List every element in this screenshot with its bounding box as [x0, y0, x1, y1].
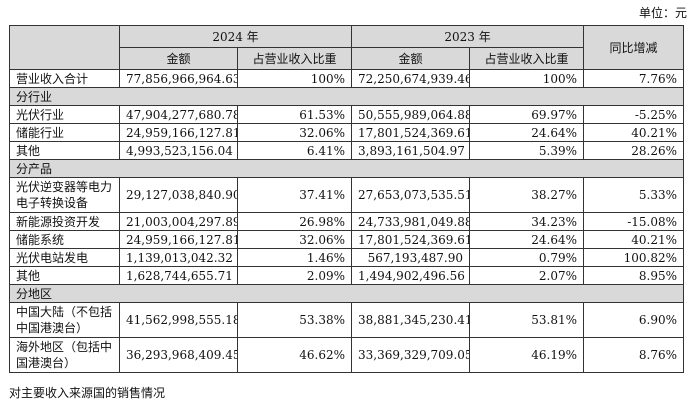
amount-2024: 4,993,523,156.04	[119, 141, 238, 160]
amount-2023: 50,555,989,064.88	[351, 105, 471, 124]
share-2024: 32.06%	[236, 230, 353, 249]
section-title: 分产品	[8, 159, 685, 178]
share-2023: 46.19%	[469, 337, 585, 373]
amount-2024: 47,904,277,680.78	[119, 105, 238, 124]
section-title: 分行业	[8, 87, 685, 106]
row-label: 中国大陆（不包括中国港澳台）	[9, 302, 120, 338]
amount-2024: 29,127,038,840.90	[119, 177, 238, 213]
table-row: 光伏电站发电 1,139,013,042.32 1.46% 567,193,48…	[9, 248, 685, 267]
yoy-change: 28.26%	[583, 141, 685, 160]
section-header-product: 分产品	[8, 159, 685, 178]
header-yoy: 同比增减	[583, 25, 685, 70]
header-share-2024: 占营业收入比重	[236, 47, 353, 70]
share-2023: 2.07%	[469, 266, 585, 285]
table-row: 中国大陆（不包括中国港澳台） 41,562,998,555.18 53.38% …	[9, 302, 685, 338]
header-row-years: 2024 年 2023 年 同比增减	[9, 25, 685, 70]
share-2024: 26.98%	[236, 212, 353, 231]
share-2024: 2.09%	[236, 266, 353, 285]
row-label: 光伏逆变器等电力电子转换设备	[9, 177, 120, 213]
table-row: 储能系统 24,959,166,127.81 32.06% 17,801,524…	[9, 230, 685, 249]
share-2024: 53.38%	[236, 302, 353, 338]
amount-2023: 567,193,487.90	[351, 248, 471, 267]
row-label: 储能行业	[9, 123, 120, 142]
header-year-2024: 2024 年	[118, 25, 353, 48]
row-label: 储能系统	[9, 230, 120, 249]
table-row: 其他 4,993,523,156.04 6.41% 3,893,161,504.…	[9, 141, 685, 160]
amount-2024: 36,293,968,409.45	[119, 337, 238, 373]
amount-2023: 3,893,161,504.97	[351, 141, 471, 160]
table-row: 海外地区（包括中国港澳台） 36,293,968,409.45 46.62% 3…	[9, 337, 685, 373]
share-2023: 24.64%	[469, 123, 585, 142]
table-row: 光伏行业 47,904,277,680.78 61.53% 50,555,989…	[9, 105, 685, 124]
header-share-2023: 占营业收入比重	[469, 47, 585, 70]
share-2023: 5.39%	[469, 141, 585, 160]
amount-2023: 38,881,345,230.41	[351, 302, 471, 338]
footer-caption: 对主要收入来源国的销售情况	[9, 386, 166, 400]
share-2023: 69.97%	[469, 105, 585, 124]
yoy-change: 100.82%	[583, 248, 685, 267]
header-blank-cell	[9, 25, 120, 70]
header-year-2023: 2023 年	[351, 25, 585, 48]
share-2023: 0.79%	[469, 248, 585, 267]
section-header-industry: 分行业	[8, 87, 685, 106]
unit-label: 单位：元	[638, 6, 687, 20]
amount-2023: 17,801,524,369.61	[351, 123, 471, 142]
amount-2023: 1,494,902,496.56	[351, 266, 471, 285]
header-amount-2023: 金额	[351, 47, 471, 70]
row-label: 其他	[9, 266, 120, 285]
share-2024: 37.41%	[236, 177, 353, 213]
table-row: 光伏逆变器等电力电子转换设备 29,127,038,840.90 37.41% …	[9, 177, 685, 213]
yoy-change: -5.25%	[583, 105, 685, 124]
table-row: 储能行业 24,959,166,127.81 32.06% 17,801,524…	[9, 123, 685, 142]
amount-2024: 41,562,998,555.18	[119, 302, 238, 338]
share-2024: 61.53%	[236, 105, 353, 124]
table-row: 新能源投资开发 21,003,004,297.89 26.98% 24,733,…	[9, 212, 685, 231]
share-2024: 1.46%	[236, 248, 353, 267]
section-header-region: 分地区	[8, 284, 685, 303]
amount-2023: 33,369,329,709.05	[351, 337, 471, 373]
table-row: 其他 1,628,744,655.71 2.09% 1,494,902,496.…	[9, 266, 685, 285]
yoy-change: 40.21%	[583, 230, 685, 249]
share-2024: 32.06%	[236, 123, 353, 142]
share-2023: 38.27%	[469, 177, 585, 213]
yoy-change: 40.21%	[583, 123, 685, 142]
amount-2023: 27,653,073,535.51	[351, 177, 471, 213]
yoy-change: 8.95%	[583, 266, 685, 285]
row-label: 光伏电站发电	[9, 248, 120, 267]
amount-2023: 24,733,981,049.88	[351, 212, 471, 231]
amount-2024: 24,959,166,127.81	[119, 230, 238, 249]
row-label: 其他	[9, 141, 120, 160]
row-label: 营业收入合计	[9, 69, 120, 88]
share-2023: 100%	[469, 69, 585, 88]
revenue-table: 2024 年 2023 年 同比增减 金额 占营业收入比重 金额 占营业收入比重…	[8, 25, 685, 373]
row-label: 光伏行业	[9, 105, 120, 124]
share-2023: 34.23%	[469, 212, 585, 231]
header-row-columns: 金额 占营业收入比重 金额 占营业收入比重	[10, 47, 684, 70]
yoy-change: -15.08%	[583, 212, 685, 231]
share-2024: 6.41%	[236, 141, 353, 160]
amount-2024: 21,003,004,297.89	[119, 212, 238, 231]
yoy-change: 8.76%	[583, 337, 685, 373]
row-label: 海外地区（包括中国港澳台）	[9, 337, 120, 373]
yoy-change: 5.33%	[583, 177, 685, 213]
section-title: 分地区	[8, 284, 685, 303]
share-2023: 24.64%	[469, 230, 585, 249]
amount-2023: 72,250,674,939.46	[351, 69, 471, 88]
amount-2024: 77,856,966,964.63	[119, 69, 238, 88]
share-2023: 53.81%	[469, 302, 585, 338]
amount-2024: 1,139,013,042.32	[119, 248, 238, 267]
share-2024: 46.62%	[236, 337, 353, 373]
yoy-change: 7.76%	[583, 69, 685, 88]
header-amount-2024: 金额	[119, 47, 238, 70]
share-2024: 100%	[236, 69, 353, 88]
amount-2024: 24,959,166,127.81	[119, 123, 238, 142]
yoy-change: 6.90%	[583, 302, 685, 338]
amount-2024: 1,628,744,655.71	[119, 266, 238, 285]
row-label: 新能源投资开发	[9, 212, 120, 231]
amount-2023: 17,801,524,369.61	[351, 230, 471, 249]
total-row: 营业收入合计 77,856,966,964.63 100% 72,250,674…	[9, 69, 685, 88]
